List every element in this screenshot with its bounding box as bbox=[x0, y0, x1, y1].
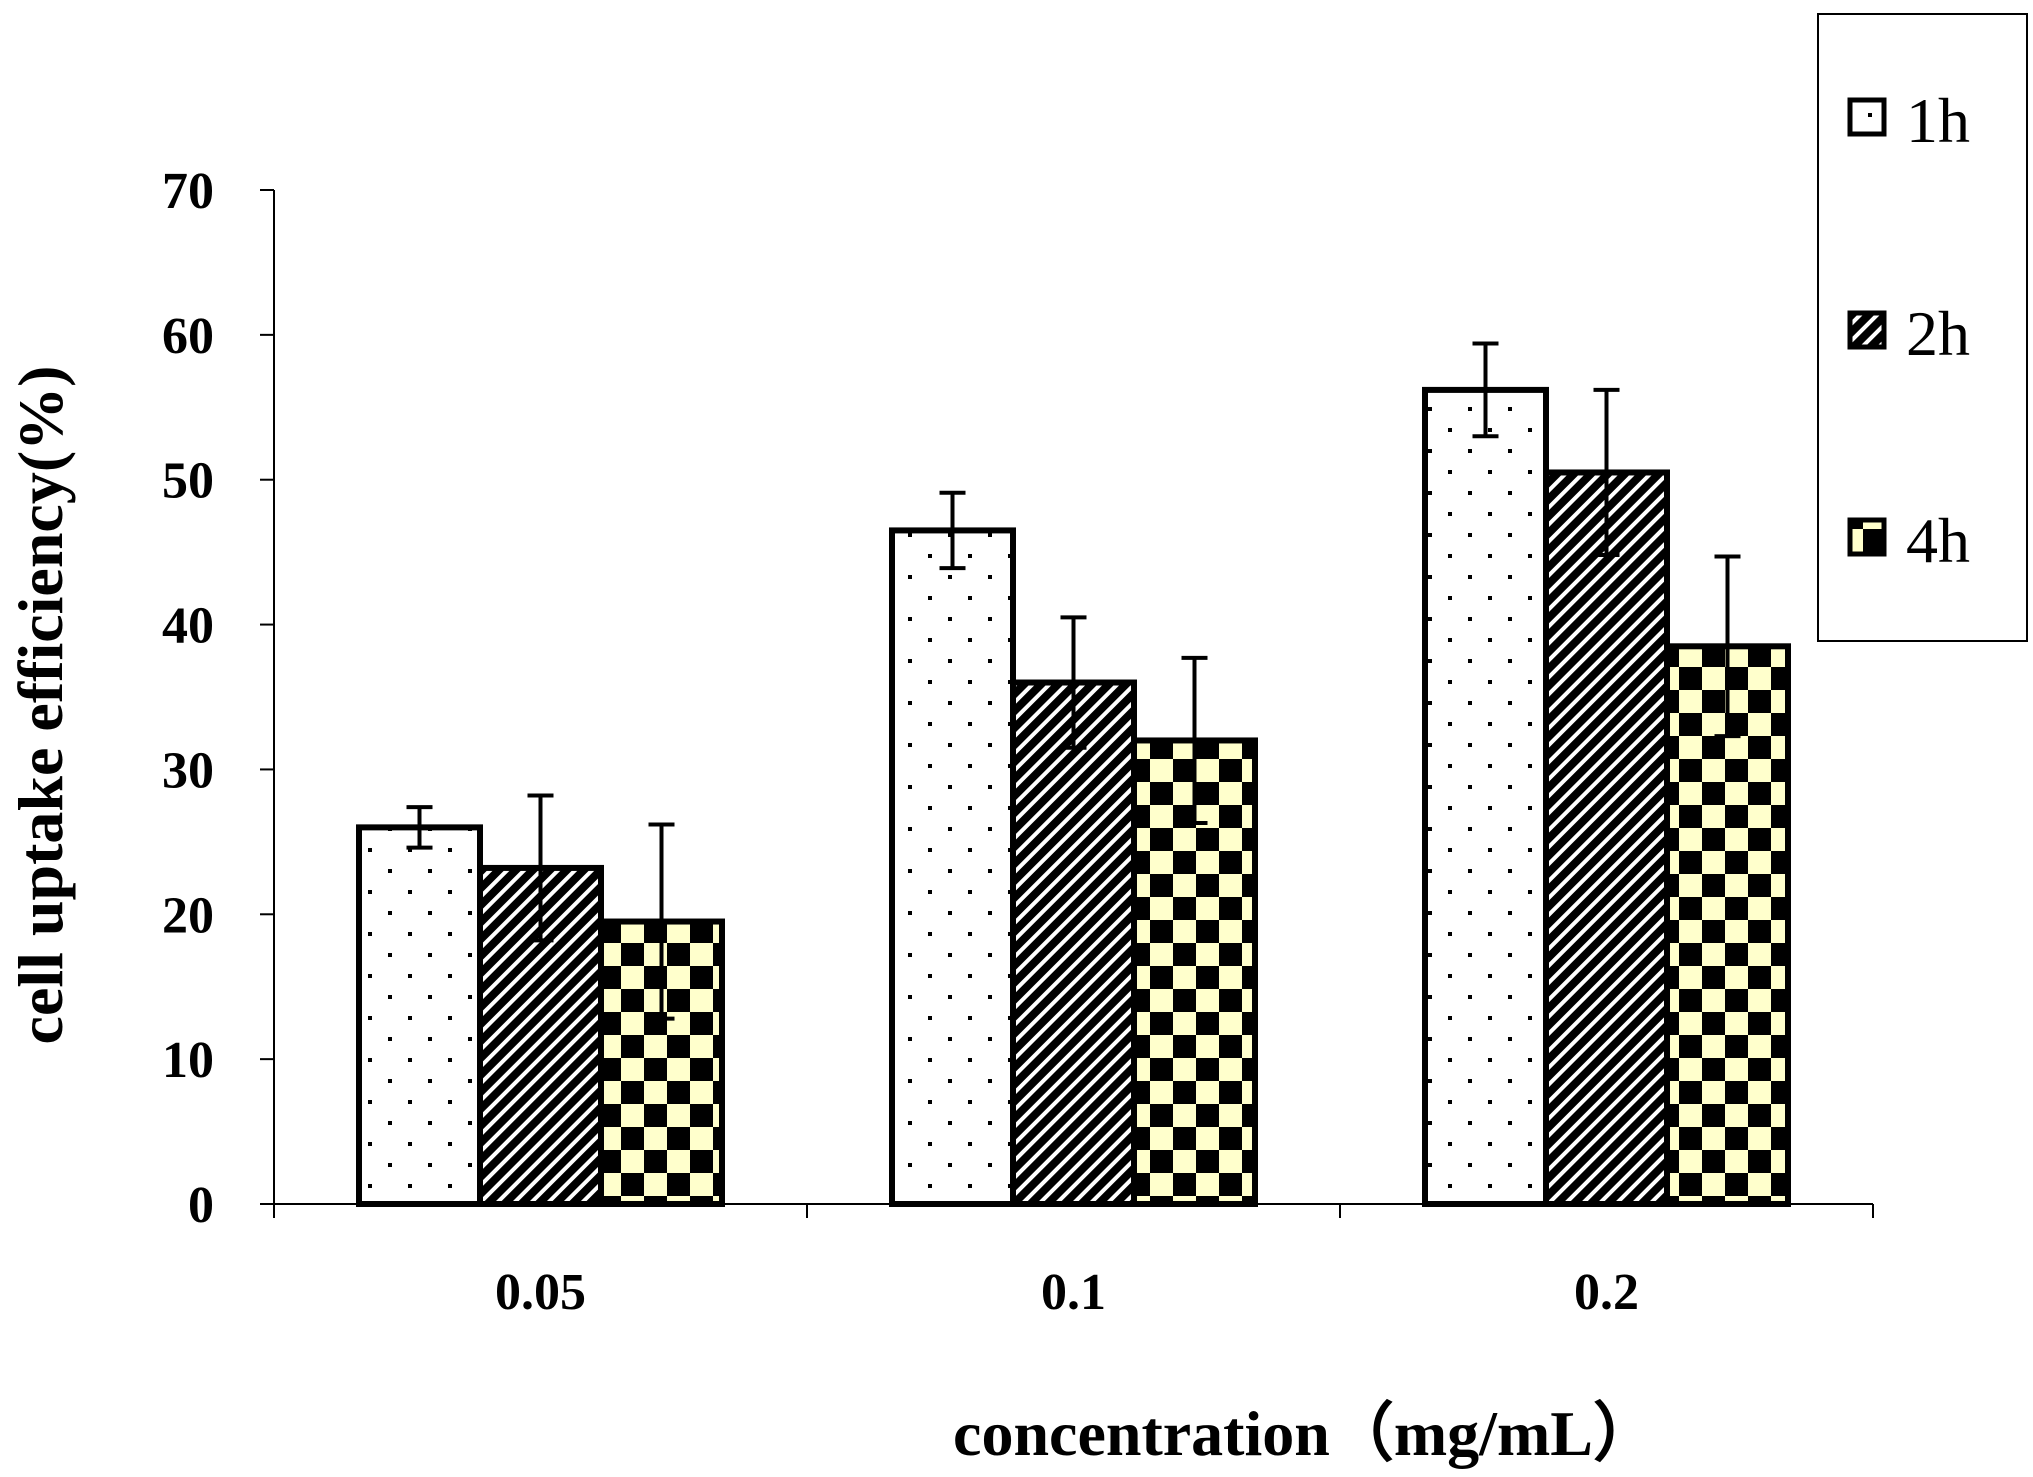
legend-label-1h: 1h bbox=[1906, 85, 1970, 156]
y-tick-label: 40 bbox=[162, 598, 214, 655]
error-bar-1h-0.1 bbox=[939, 490, 966, 571]
x-tick-label: 0.2 bbox=[1574, 1264, 1639, 1321]
y-tick-label: 60 bbox=[162, 308, 214, 365]
y-axis-title: cell uptake efficiency(%) bbox=[5, 366, 76, 1045]
y-tick-label: 0 bbox=[188, 1177, 214, 1234]
y-tick-label: 30 bbox=[162, 742, 214, 799]
bar-1h-0.2 bbox=[1422, 386, 1549, 1208]
bar-2h-0.2 bbox=[1543, 469, 1670, 1207]
x-tick-label: 0.1 bbox=[1041, 1264, 1106, 1321]
bars-layer bbox=[356, 386, 1791, 1208]
error-bar-1h-0.05 bbox=[406, 805, 433, 850]
y-tick-label: 70 bbox=[162, 163, 214, 220]
legend: 1h 2h 4h bbox=[1817, 13, 2028, 642]
axes-layer: 0.05 0.1 0.2 0 10 20 30 40 50 60 70 bbox=[162, 163, 1874, 1321]
error-bar-4h-0.2 bbox=[1714, 554, 1741, 739]
error-bar-2h-0.2 bbox=[1593, 387, 1620, 558]
y-tick-label: 10 bbox=[162, 1032, 214, 1089]
x-axis-title: concentration（mg/mL） bbox=[953, 1398, 1657, 1469]
legend-label-2h: 2h bbox=[1906, 298, 1970, 369]
legend-label-4h: 4h bbox=[1906, 505, 1970, 576]
legend-swatch-1h bbox=[1847, 97, 1887, 137]
error-bar-2h-0.1 bbox=[1060, 615, 1087, 750]
bar-1h-0.05 bbox=[356, 824, 483, 1207]
error-bars-layer bbox=[406, 341, 1741, 1021]
error-bar-1h-0.2 bbox=[1472, 341, 1499, 439]
legend-swatch-2h bbox=[1847, 310, 1887, 350]
error-bar-2h-0.05 bbox=[527, 793, 554, 943]
y-tick-label: 50 bbox=[162, 453, 214, 510]
y-tick-label: 20 bbox=[162, 887, 214, 944]
legend-swatch-4h bbox=[1847, 517, 1887, 557]
bar-2h-0.1 bbox=[1010, 679, 1137, 1207]
error-bar-4h-0.1 bbox=[1181, 655, 1208, 826]
bar-4h-0.2 bbox=[1664, 643, 1791, 1207]
error-bar-4h-0.05 bbox=[648, 822, 675, 1021]
x-tick-label: 0.05 bbox=[495, 1264, 586, 1321]
bar-1h-0.1 bbox=[889, 527, 1016, 1207]
